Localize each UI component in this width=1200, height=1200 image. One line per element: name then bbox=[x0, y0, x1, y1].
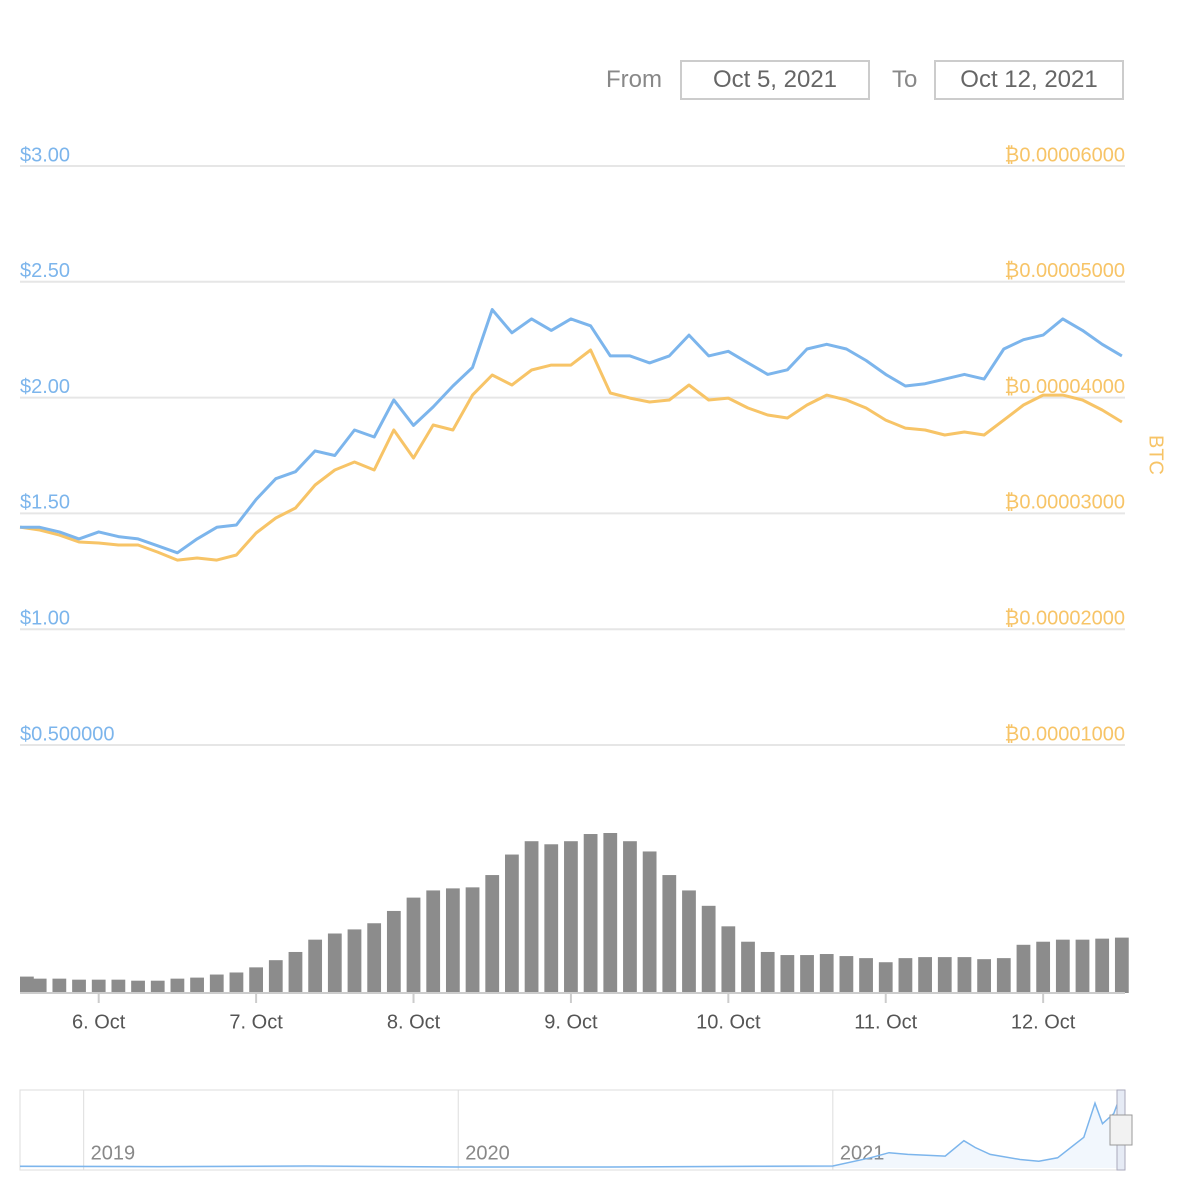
volume-bar bbox=[52, 978, 67, 993]
x-tick-label: 10. Oct bbox=[696, 1011, 761, 1033]
volume-bar bbox=[505, 854, 519, 993]
volume-bar bbox=[20, 976, 34, 993]
from-input[interactable]: Oct 5, 2021 bbox=[680, 60, 870, 100]
navigator-tick-label: 2019 bbox=[91, 1142, 136, 1164]
volume-bar bbox=[426, 890, 441, 993]
volume-bar bbox=[268, 960, 283, 993]
volume-bar bbox=[760, 951, 775, 993]
volume-bar bbox=[918, 957, 932, 993]
volume-bar bbox=[1114, 937, 1129, 993]
navigator-tick-label: 2021 bbox=[840, 1142, 885, 1164]
volume-bar bbox=[1055, 939, 1070, 993]
y-tick-label: $2.00 bbox=[20, 376, 70, 398]
volume-bar bbox=[524, 841, 539, 993]
x-tick-label: 6. Oct bbox=[72, 1011, 126, 1033]
navigator-handle[interactable] bbox=[1109, 1114, 1133, 1146]
volume-bar bbox=[977, 959, 992, 993]
volume-bar bbox=[347, 929, 362, 993]
volume-bar bbox=[721, 926, 736, 993]
x-tick-label: 12. Oct bbox=[1011, 1011, 1076, 1033]
y2-tick-label: ₿0.00005000 bbox=[1005, 260, 1125, 282]
volume-bar bbox=[170, 978, 185, 993]
x-tick-label: 7. Oct bbox=[229, 1011, 283, 1033]
volume-bar bbox=[91, 979, 106, 993]
x-tick-label: 11. Oct bbox=[854, 1011, 917, 1033]
volume-bar bbox=[406, 897, 421, 993]
y-tick-label: $3.00 bbox=[20, 144, 70, 166]
to-input[interactable]: Oct 12, 2021 bbox=[934, 60, 1124, 100]
volume-bar bbox=[937, 957, 952, 993]
y-tick-label: $2.50 bbox=[20, 260, 70, 282]
volume-bar bbox=[288, 951, 303, 993]
volume-bar bbox=[150, 980, 165, 993]
from-label: From bbox=[606, 66, 662, 93]
x-tick-label: 8. Oct bbox=[387, 1011, 441, 1033]
x-tick-label: 9. Oct bbox=[544, 1011, 598, 1033]
volume-bar bbox=[642, 851, 657, 993]
volume-bar bbox=[209, 974, 224, 993]
volume-bar bbox=[229, 972, 244, 993]
y2-tick-label: ₿0.00006000 bbox=[1005, 144, 1125, 166]
volume-bar bbox=[249, 967, 263, 993]
volume-bar bbox=[682, 890, 696, 993]
volume-bar bbox=[839, 956, 854, 993]
volume-bar bbox=[367, 923, 382, 993]
volume-bar bbox=[485, 875, 500, 993]
volume-bar bbox=[780, 955, 795, 993]
volume-bar bbox=[859, 958, 873, 993]
y2-axis-label: BTC bbox=[1145, 435, 1167, 475]
volume-bar bbox=[957, 957, 972, 993]
volume-bar bbox=[131, 980, 145, 993]
volume-bar bbox=[662, 875, 677, 993]
series-line bbox=[19, 348, 1123, 562]
series-line bbox=[20, 308, 1123, 555]
volume-bar bbox=[623, 841, 637, 993]
volume-bar bbox=[465, 887, 480, 993]
volume-bar bbox=[996, 958, 1011, 993]
volume-bar bbox=[898, 958, 913, 993]
volume-bar bbox=[800, 955, 814, 993]
y2-tick-label: ₿0.00002000 bbox=[1005, 607, 1125, 629]
to-label: To bbox=[892, 66, 918, 93]
volume-bar bbox=[111, 979, 126, 993]
volume-bar bbox=[32, 978, 47, 993]
volume-bar bbox=[878, 962, 893, 993]
volume-bar bbox=[701, 905, 716, 993]
volume-bar bbox=[386, 910, 401, 993]
navigator-tick-label: 2020 bbox=[465, 1142, 510, 1164]
volume-bar bbox=[1016, 944, 1031, 993]
volume-bar bbox=[564, 841, 578, 993]
volume-bar bbox=[1036, 941, 1051, 993]
volume-bar bbox=[1095, 938, 1110, 993]
volume-bar bbox=[583, 834, 598, 993]
volume-bar bbox=[1075, 939, 1090, 993]
volume-bar bbox=[327, 933, 342, 993]
volume-bar bbox=[603, 833, 618, 993]
y2-tick-label: ₿0.00003000 bbox=[1005, 492, 1125, 514]
navigator-line bbox=[19, 1092, 1123, 1168]
volume-bar bbox=[819, 954, 834, 993]
y-tick-label: $1.50 bbox=[20, 492, 70, 514]
volume-bar bbox=[190, 977, 204, 993]
y2-tick-label: ₿0.00004000 bbox=[1005, 376, 1125, 398]
volume-bar bbox=[445, 888, 460, 993]
volume-bar bbox=[72, 979, 86, 993]
volume-bar bbox=[741, 941, 755, 993]
y2-tick-label: ₿0.00001000 bbox=[1005, 723, 1125, 745]
volume-bar bbox=[544, 844, 559, 993]
navigator-area bbox=[20, 1093, 1122, 1168]
y-tick-label: $0.500000 bbox=[20, 723, 115, 745]
y-tick-label: $1.00 bbox=[20, 607, 70, 629]
volume-bar bbox=[308, 939, 323, 993]
